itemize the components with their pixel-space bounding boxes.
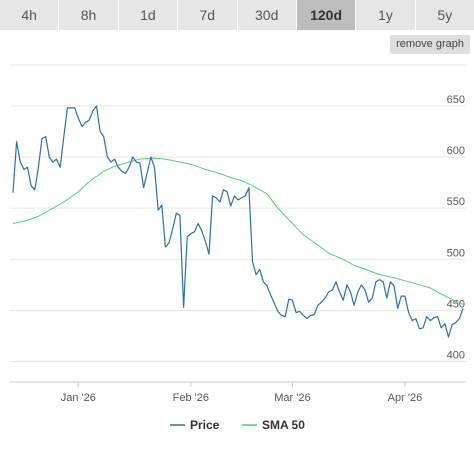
y-tick-label-650: 650	[447, 94, 465, 106]
range-button-4h[interactable]: 4h	[0, 0, 60, 30]
y-tick-label-400: 400	[447, 350, 465, 362]
y-tick-label-500: 500	[447, 247, 465, 259]
price-series-line	[12, 105, 464, 338]
time-range-selector: 4h 8h 1d 7d 30d 120d 1y 5y	[0, 0, 474, 30]
chart-legend: Price SMA 50	[170, 418, 305, 432]
x-tick-label: Jan '26	[61, 392, 96, 404]
x-tick-label: Apr '26	[388, 392, 423, 404]
y-tick-label-600: 600	[447, 145, 465, 157]
y-tick-label-450: 450	[447, 298, 465, 310]
chart-grid	[10, 64, 466, 383]
remove-graph-button[interactable]: remove graph	[390, 35, 470, 54]
price-legend-label: Price	[190, 418, 220, 432]
range-button-5y[interactable]: 5y	[437, 7, 453, 23]
range-button-30d[interactable]: 30d	[238, 0, 297, 30]
chart-series	[12, 105, 464, 338]
range-button-1y[interactable]: 1y	[356, 0, 416, 30]
x-tick-label: Feb '26	[173, 392, 209, 404]
range-button-120d[interactable]: 120d	[296, 0, 357, 30]
y-tick-label-550: 550	[447, 196, 465, 208]
y-axis: 400 450 500 550 600 650	[447, 94, 465, 362]
x-axis: Jan '26 Feb '26 Mar '26 Apr '26	[61, 382, 422, 404]
range-button-1d[interactable]: 1d	[119, 0, 179, 30]
sma-50-series-line	[12, 157, 464, 305]
range-button-8h[interactable]: 8h	[59, 0, 119, 30]
range-button-7d[interactable]: 7d	[178, 0, 238, 30]
x-tick-label: Mar '26	[274, 392, 310, 404]
sma-50-legend-label: SMA 50	[262, 418, 305, 432]
